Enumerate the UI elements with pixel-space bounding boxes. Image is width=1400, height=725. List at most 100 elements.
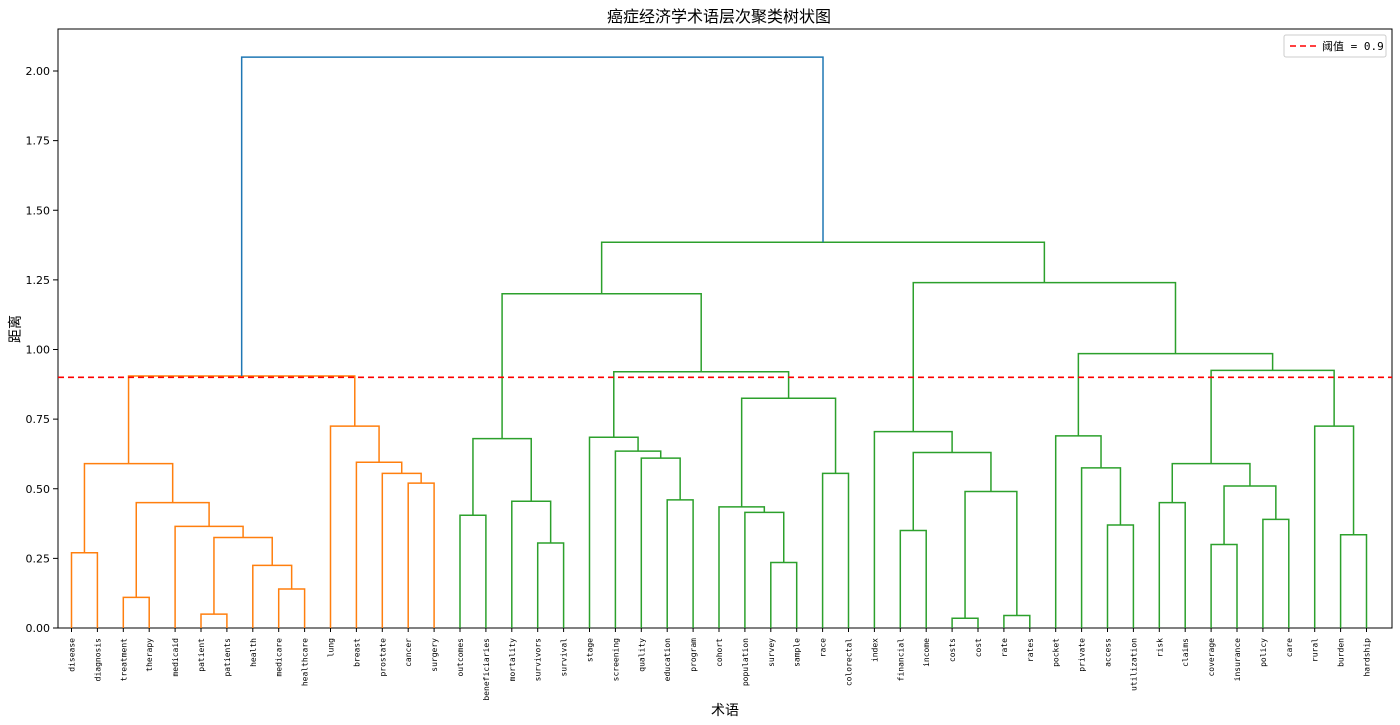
dendrogram-link-43	[1339, 533, 1368, 628]
leaf-label: medicaid	[171, 638, 180, 677]
leaf-label: rates	[1026, 638, 1035, 662]
dendrogram-link-26	[740, 397, 837, 507]
legend-box	[1283, 34, 1387, 58]
plot-frame	[57, 28, 1393, 629]
dendrogram-link-6	[135, 501, 210, 598]
dendrogram-link-23	[744, 511, 785, 628]
dendrogram-link-34	[873, 430, 953, 628]
y-tick-label: 1.75	[26, 135, 51, 148]
dendrogram-link-40	[1262, 518, 1290, 628]
chart-title: 癌症经济学术语层次聚类树状图	[607, 7, 831, 26]
leaf-label: diagnosis	[93, 638, 102, 682]
leaf-label: private	[1078, 638, 1087, 672]
dendrogram-link-35	[1106, 524, 1135, 628]
dendrogram-link-14	[459, 514, 487, 628]
dendrogram-link-31	[1003, 614, 1031, 628]
leaf-label: patients	[223, 638, 232, 677]
leaf-label: cohort	[715, 638, 724, 667]
dendrogram-link-36	[1080, 467, 1122, 628]
dendrogram-link-45	[1210, 369, 1335, 464]
leaf-label: education	[663, 638, 672, 682]
dendrogram-link-47	[912, 281, 1177, 432]
leaf-label: health	[249, 638, 258, 667]
leaf-label: screening	[611, 638, 620, 682]
dendrogram-link-38	[1158, 501, 1186, 628]
leaf-label: survivors	[534, 638, 543, 682]
leaf-label: care	[1285, 638, 1294, 657]
y-tick-label: 2.00	[26, 65, 51, 78]
leaf-label: pocket	[1052, 638, 1061, 667]
dendrogram-links	[70, 56, 1368, 628]
legend: 阈值 = 0.9	[1283, 34, 1387, 58]
leaf-label: burden	[1337, 638, 1346, 667]
leaf-label: rate	[1000, 638, 1009, 657]
dendrogram-link-0	[200, 613, 228, 628]
leaf-label: mortality	[508, 638, 517, 682]
y-tick-label: 1.00	[26, 344, 51, 357]
dendrogram-link-21	[588, 436, 639, 628]
leaf-label: prostate	[378, 638, 387, 677]
dendrogram-link-28	[501, 293, 702, 439]
y-axis: 0.00 0.25 0.50 0.75 1.00 1.25 1.50 1.75 2.00	[26, 65, 58, 635]
leaf-label: stage	[586, 638, 595, 662]
dendrogram-link-24	[718, 506, 766, 628]
dendrogram-link-30	[951, 617, 979, 628]
y-tick-label: 0.25	[26, 552, 51, 565]
y-tick-label: 0.00	[26, 622, 51, 635]
dendrogram-link-27	[613, 371, 790, 438]
leaf-label: costs	[948, 638, 957, 662]
leaf-label: sample	[793, 638, 802, 667]
dendrogram-link-37	[1054, 435, 1102, 628]
dendrogram-link-3	[213, 536, 273, 615]
dendrogram-link-32	[964, 490, 1018, 619]
dendrogram-link-11	[355, 461, 403, 628]
dendrogram-link-48	[600, 241, 1046, 294]
dendrogram-link-19	[640, 457, 681, 628]
dendrogram-link-13	[127, 375, 356, 464]
leaf-label: coverage	[1207, 638, 1216, 677]
legend-label: 阈值 = 0.9	[1322, 39, 1384, 53]
leaf-label: population	[741, 638, 750, 686]
leaf-label: risk	[1155, 638, 1164, 657]
leaf-label: financial	[896, 638, 905, 682]
leaf-label: hardship	[1363, 638, 1372, 677]
leaf-label: beneficiaries	[482, 638, 491, 701]
dendrogram-link-12	[329, 425, 380, 628]
dendrogram-link-39	[1210, 543, 1238, 628]
y-axis-title: 距离	[7, 315, 24, 343]
leaf-label: rural	[1311, 638, 1320, 662]
leaf-label: race	[819, 638, 828, 657]
leaf-label: insurance	[1233, 638, 1242, 682]
dendrogram-link-17	[472, 437, 532, 516]
leaf-label: surgery	[430, 638, 439, 672]
dendrogram-link-46	[1077, 352, 1274, 436]
dendrogram-link-42	[1171, 462, 1251, 503]
dendrogram-link-1	[277, 588, 306, 628]
dendrogram-link-49	[240, 56, 824, 376]
dendrogram-link-20	[614, 450, 662, 628]
y-tick-label: 0.50	[26, 483, 51, 496]
dendrogram-link-16	[511, 500, 552, 628]
dendrogram-link-8	[83, 462, 174, 553]
dendrogram-link-25	[821, 472, 850, 628]
leaf-label: disease	[68, 638, 77, 672]
leaf-label: utilization	[1129, 638, 1138, 691]
y-tick-label: 0.75	[26, 413, 51, 426]
leaf-label: healthcare	[301, 638, 310, 686]
dendrogram-link-44	[1313, 425, 1355, 628]
leaf-label: program	[689, 638, 698, 672]
dendrogram-link-5	[122, 596, 150, 628]
leaf-label: index	[870, 638, 879, 662]
leaf-label: medicare	[275, 638, 284, 677]
leaf-label: survey	[767, 638, 776, 667]
leaf-label: quality	[637, 638, 646, 672]
leaf-label: income	[922, 638, 931, 667]
dendrogram-link-4	[174, 525, 244, 628]
x-axis-title: 术语	[711, 703, 739, 719]
dendrogram-link-22	[770, 561, 798, 628]
dendrogram-link-9	[407, 482, 435, 628]
dendrogram-link-29	[899, 529, 927, 628]
leaf-label: claims	[1181, 638, 1190, 667]
